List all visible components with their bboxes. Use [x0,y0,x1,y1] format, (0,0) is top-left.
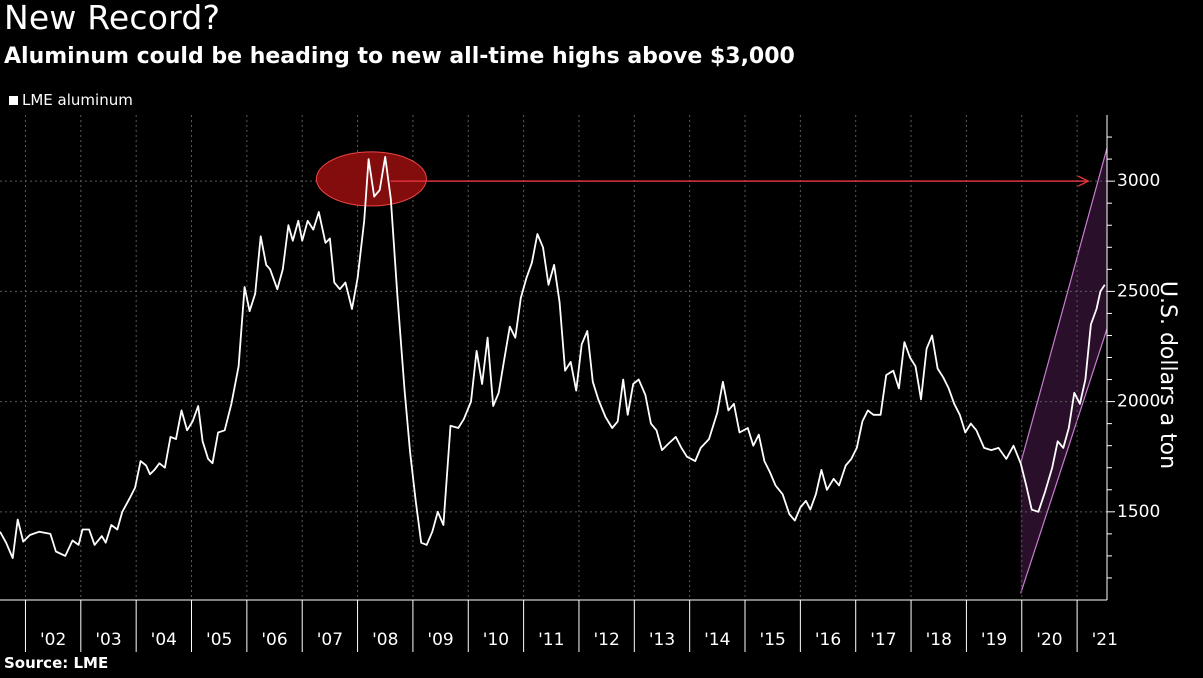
source-note: Source: LME [4,654,109,672]
series-line-lme-aluminum [0,156,1106,559]
series-lme-aluminum [0,156,1106,559]
x-tick-label: '14 [704,630,730,650]
chart-title: New Record? [4,0,221,37]
legend: LME aluminum [9,91,133,109]
y-tick-label: 1500 [1117,502,1160,522]
x-tick-label: '06 [261,630,287,650]
legend-swatch-lme-aluminum [9,95,18,105]
x-tick-label: '21 [1092,630,1118,650]
trend-channel-lower-line [1020,328,1108,594]
trend-channel-fill [1020,148,1107,594]
x-tick-label: '13 [649,630,675,650]
x-tick-label: '12 [593,630,619,650]
x-tick-label: '20 [1036,630,1062,650]
trend-channel [1020,147,1108,594]
x-tick-label: '09 [427,630,453,650]
y-axis-label: U.S. dollars a ton [1155,281,1180,469]
y-tick-label: 2500 [1117,281,1160,301]
record-arrow-head [1077,175,1090,187]
x-tick-label: '04 [151,630,177,650]
tick-labels: 1500 2000 2500 3000 '02 '03 '04 '05 '06 '07 '08 '09… [40,171,1160,650]
x-tick-label: '15 [760,630,786,650]
grid [0,115,1107,600]
x-tick-label: '08 [372,630,398,650]
y-tick-label: 2000 [1117,392,1160,412]
axes [0,115,1115,652]
legend-label-lme-aluminum: LME aluminum [22,91,133,109]
x-tick-label: '07 [317,630,343,650]
x-tick-label: '03 [95,630,121,650]
x-tick-label: '17 [870,630,896,650]
x-tick-label: '16 [815,630,841,650]
annotations [315,151,1090,207]
x-tick-label: '11 [538,630,564,650]
y-axis-label-text: U.S. dollars a ton [1155,281,1180,469]
x-tick-label: '05 [206,630,232,650]
x-tick-label: '19 [981,630,1007,650]
chart-subtitle: Aluminum could be heading to new all-tim… [4,44,795,69]
x-tick-label: '18 [926,630,952,650]
trend-channel-upper-line [1020,147,1108,464]
x-tick-label: '10 [483,630,509,650]
y-tick-label: 3000 [1117,171,1160,191]
x-tick-label: '02 [40,630,66,650]
